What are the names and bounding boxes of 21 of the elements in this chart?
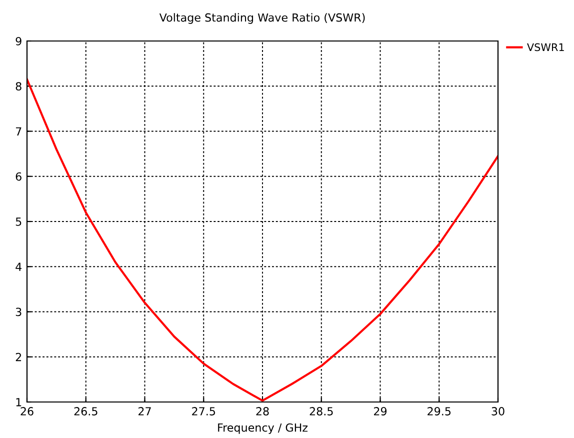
x-tick-label: 28 (256, 407, 269, 416)
x-tick-label: 29.5 (428, 407, 451, 416)
x-tick-label: 28.5 (310, 407, 333, 416)
x-tick-label: 27.5 (192, 407, 216, 416)
y-tick-label: 4 (16, 262, 22, 271)
x-tick-label: 26.5 (74, 407, 98, 416)
y-tick-label: 8 (16, 82, 22, 91)
y-tick-label: 1 (16, 398, 22, 406)
y-tick-label: 3 (16, 308, 22, 316)
y-tick-label: 6 (16, 172, 22, 181)
y-tick-label: 2 (16, 352, 22, 362)
y-tick-label: 7 (16, 127, 22, 136)
x-tick-label: 26 (20, 407, 34, 416)
y-tick-label: 9 (16, 36, 22, 46)
y-tick-label: 5 (16, 218, 22, 226)
legend-label: VSWR1 (527, 43, 564, 52)
chart-title: Voltage Standing Wave Ratio (VSWR) (159, 13, 365, 24)
x-axis-title: Frequency / GHz (218, 423, 308, 434)
x-tick-label: 27 (138, 407, 151, 416)
x-tick-label: 30 (492, 407, 504, 416)
x-tick-label: 29 (374, 407, 387, 416)
